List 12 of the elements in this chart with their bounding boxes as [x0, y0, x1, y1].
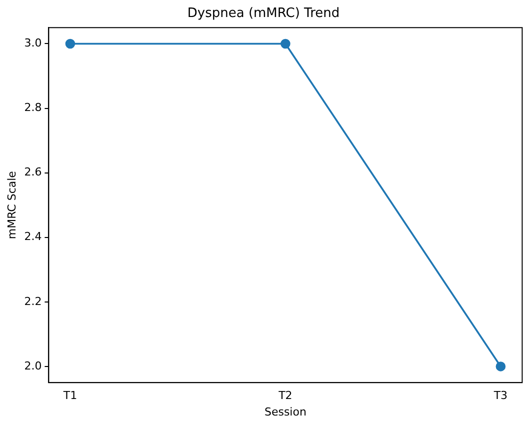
x-tick-label: T2: [278, 389, 292, 402]
x-tick-label: T1: [62, 389, 78, 402]
y-tick-label: 2.4: [24, 230, 42, 244]
y-tick-label: 2.0: [24, 359, 42, 372]
x-tick-label: T3: [492, 389, 508, 402]
chart-title: Dyspnea (mMRC) Trend: [187, 6, 340, 22]
y-axis-title: mMRC Scale: [5, 170, 18, 240]
y-tick-label: 2.8: [24, 101, 42, 114]
y-tick-label: 2.2: [24, 294, 42, 308]
y-tick-label: 3.0: [24, 36, 42, 50]
y-tick-label: 2.6: [24, 166, 42, 179]
x-axis-title: Session: [264, 405, 306, 418]
